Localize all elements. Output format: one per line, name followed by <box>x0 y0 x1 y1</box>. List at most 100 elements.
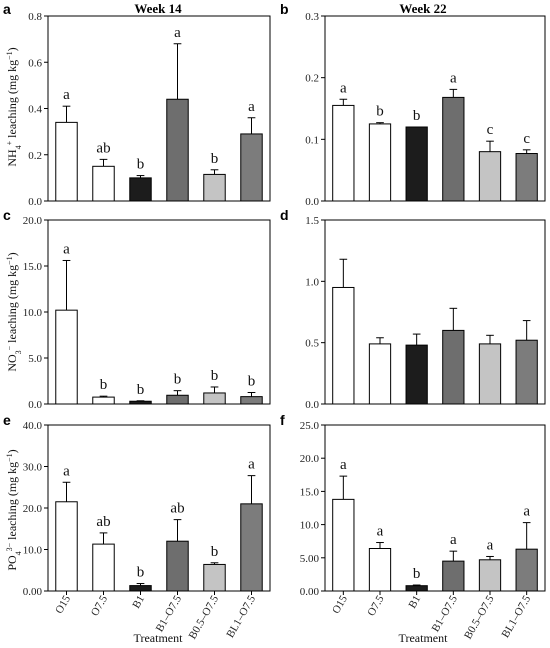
bar-5 <box>478 151 502 202</box>
bar-4 <box>166 394 189 405</box>
y-tick-label: 0.1 <box>305 134 319 146</box>
panel-letter-b: b <box>280 1 289 17</box>
panel-frame <box>324 219 546 405</box>
panel-e: 0.0010.020.030.040.0aO15abO7.5bB1abB1–O7… <box>23 420 271 641</box>
y-tick-label: 20.0 <box>23 215 43 227</box>
bar-6 <box>240 396 263 405</box>
y-tick-label: 0.4 <box>28 104 42 116</box>
panel-frame <box>47 424 271 592</box>
y-tick-label: 0.3 <box>305 11 319 23</box>
x-tick-label: B1–O7.5 <box>430 593 461 634</box>
significance-letter: ab <box>170 501 184 517</box>
bar-5 <box>203 173 226 202</box>
significance-letter: b <box>376 104 384 120</box>
y-tick-label: 5.00 <box>300 553 320 565</box>
panel-letter-d: d <box>280 207 289 223</box>
bar-3 <box>129 400 152 405</box>
y-tick-label: 25.0 <box>300 420 320 432</box>
panel-letter-f: f <box>280 412 285 428</box>
y-axis-label-nh4: NH4+ leaching (mg kg−1) <box>5 47 23 166</box>
significance-letter: a <box>248 99 255 115</box>
panel-frame <box>324 424 546 592</box>
panel-b: 0.0 0.1 0.2 0.3 a b b a c c <box>305 11 546 208</box>
x-tick-label: B1 <box>406 594 423 611</box>
bar-4 <box>166 540 189 592</box>
panel-letter-c: c <box>3 207 11 223</box>
y-tick-label: 0.0 <box>305 399 319 411</box>
panel-frame <box>324 15 546 202</box>
y-tick-label: 0.8 <box>28 11 42 23</box>
significance-letter: ab <box>96 140 110 156</box>
x-tick-label: O15 <box>53 593 73 616</box>
bar-1 <box>332 286 355 405</box>
y-tick-label: 0.6 <box>28 57 42 69</box>
bar-6 <box>515 548 538 592</box>
significance-letter: c <box>523 131 530 147</box>
x-axis-title-right: Treatment <box>399 631 449 645</box>
panel-c: 0.0 5.0 10.0 15.0 20.0 a b b b b b <box>23 215 271 411</box>
significance-letter: b <box>100 377 108 393</box>
y-tick-label: 0.2 <box>305 73 319 85</box>
x-tick-label: B1–O7.5 <box>154 593 185 634</box>
panel-letter-e: e <box>3 412 11 428</box>
significance-letter: a <box>450 70 457 86</box>
x-axis-title-left: Treatment <box>134 631 184 645</box>
x-tick-label: O15 <box>330 593 350 616</box>
significance-letter: a <box>63 241 70 257</box>
y-tick-label: 0.0 <box>28 196 42 208</box>
column-title-week14: Week 14 <box>134 1 182 16</box>
bar-1 <box>55 121 78 202</box>
significance-letter: a <box>340 457 347 473</box>
bar-3 <box>129 585 152 592</box>
significance-letter: b <box>211 151 219 167</box>
panel-frame <box>47 219 271 405</box>
bar-2 <box>92 396 115 405</box>
bar-3 <box>405 344 428 405</box>
y-tick-label: 10.0 <box>23 545 43 557</box>
bar-2 <box>368 123 392 202</box>
bar-1 <box>55 309 78 405</box>
bar-4 <box>442 329 465 405</box>
x-tick-label: B0.5–O7.5 <box>187 593 222 641</box>
panel-d: 0.0 0.5 1.0 1.5 <box>305 215 546 411</box>
bar-6 <box>240 503 263 592</box>
y-tick-label: 15.0 <box>300 486 320 498</box>
bar-6 <box>515 153 538 202</box>
significance-letter: a <box>450 532 457 548</box>
y-tick-label: 15.0 <box>23 261 43 273</box>
y-tick-label: 1.0 <box>305 276 319 288</box>
significance-letter: a <box>340 80 347 96</box>
significance-letter: b <box>248 374 256 390</box>
bar-6 <box>240 133 263 202</box>
panel-letter-a: a <box>3 1 11 17</box>
significance-letter: a <box>248 457 255 473</box>
bar-2 <box>92 165 115 202</box>
y-tick-label: 30.0 <box>23 462 43 474</box>
y-tick-label: 10.0 <box>23 307 43 319</box>
bar-3 <box>405 585 428 592</box>
significance-letter: a <box>63 463 70 479</box>
y-axis-label-no3: NO3− leaching (mg kg−1) <box>5 252 23 371</box>
significance-letter: a <box>174 25 181 41</box>
bar-5 <box>478 343 502 405</box>
x-tick-label: B1 <box>130 594 147 611</box>
y-tick-label: 0.00 <box>300 586 320 598</box>
bar-6 <box>515 339 538 405</box>
y-tick-label: 0.00 <box>23 586 43 598</box>
significance-letter: ab <box>96 514 110 530</box>
y-tick-label: 20.0 <box>300 453 320 465</box>
bar-5 <box>203 392 226 405</box>
y-tick-label: 10.0 <box>300 520 320 532</box>
bar-4 <box>442 560 465 592</box>
panel-f: 0.00 5.00 10.0 15.0 20.0 25.0 a O15 a O7.5 b B1 a B1–… <box>300 420 546 641</box>
significance-letter: b <box>413 108 421 124</box>
y-tick-label: 20.0 <box>23 503 43 515</box>
significance-letter: b <box>211 544 219 560</box>
significance-letter: a <box>377 524 384 540</box>
significance-letter: b <box>137 157 145 173</box>
bar-2 <box>92 543 115 592</box>
bar-5 <box>478 559 502 592</box>
significance-letter: b <box>174 372 182 388</box>
x-tick-label: B0.5–O7.5 <box>462 593 497 641</box>
bar-1 <box>55 501 78 592</box>
